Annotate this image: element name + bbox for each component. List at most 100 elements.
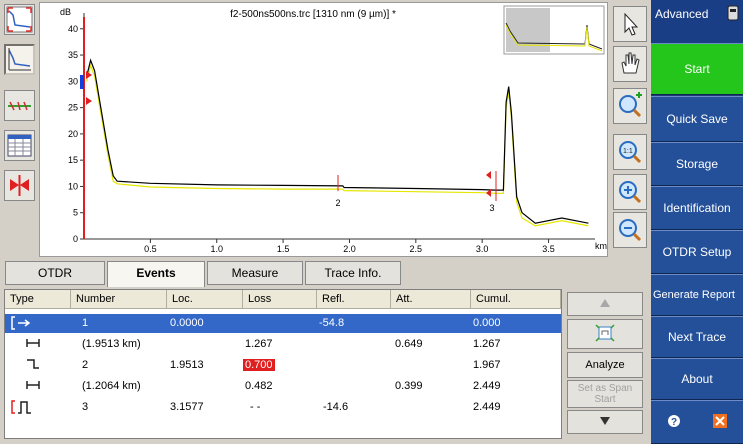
y-unit-label: dB [60, 7, 71, 17]
col-cumul[interactable]: Cumul. [471, 290, 561, 309]
zoom-on-event-button[interactable] [567, 319, 643, 349]
event-cumul: 2.449 [473, 401, 501, 413]
marker-b-arrow[interactable] [86, 97, 92, 105]
event-cumul: 0.000 [473, 317, 501, 329]
y-tick-label: 35 [68, 50, 78, 60]
col-type[interactable]: Type [5, 290, 71, 309]
event-cumul: 2.449 [473, 380, 501, 392]
event-number: 1 [82, 317, 89, 329]
exit-button[interactable] [697, 400, 743, 444]
scroll-up-button[interactable] [567, 292, 643, 316]
event-refl: -54.8 [319, 317, 345, 329]
quick-save-button[interactable]: Quick Save [651, 96, 743, 142]
x-unit-label: km [595, 241, 607, 251]
next-trace-button[interactable]: Next Trace [651, 316, 743, 358]
x-tick-label: 0.5 [144, 244, 157, 254]
trace-graph-icon[interactable] [4, 44, 35, 75]
storage-button[interactable]: Storage [651, 142, 743, 186]
close-icon [713, 413, 727, 431]
event-number: (1.9513 km) [82, 338, 141, 350]
view-tabs: OTDR Events Measure Trace Info. [0, 259, 651, 287]
tab-measure[interactable]: Measure [207, 261, 303, 285]
event-att: 0.649 [395, 338, 423, 350]
table-row[interactable]: 3 3.1577 - - -14.6 2.449 [5, 398, 561, 417]
event-number: 2 [82, 359, 89, 371]
y-tick-label: 40 [68, 24, 78, 34]
trace-line [86, 58, 589, 224]
launch-level-icon [11, 315, 33, 334]
y-tick-label: 15 [68, 155, 78, 165]
x-tick-label: 3.0 [476, 244, 489, 254]
event-att: 0.399 [395, 380, 423, 392]
start-button[interactable]: Start [651, 43, 743, 95]
zoom-event-icon [594, 323, 616, 346]
y-tick-label: 20 [68, 129, 78, 139]
event-loss: - - [250, 401, 261, 413]
event-loss-warning: 0.700 [243, 359, 275, 371]
col-att[interactable]: Att. [391, 290, 471, 309]
otdr-trace-chart[interactable]: dB f2-500ns500ns.trc [1310 nm (9 µm)] * … [39, 2, 608, 257]
x-tick-label: 2.0 [343, 244, 356, 254]
zoom-out-icon[interactable] [613, 212, 647, 248]
y-tick-label: 5 [73, 208, 78, 218]
col-refl[interactable]: Refl. [317, 290, 391, 309]
help-button[interactable]: ? [651, 400, 697, 444]
svg-text:1:1: 1:1 [623, 148, 633, 155]
zoom-fit-icon[interactable] [613, 88, 647, 124]
analyze-button[interactable]: Analyze [567, 352, 643, 378]
zoom-in-icon[interactable] [613, 174, 647, 210]
overview-inset[interactable] [503, 5, 605, 55]
full-view-icon[interactable] [4, 4, 35, 35]
table-view-icon[interactable] [4, 130, 35, 161]
event-loc: 0.0000 [170, 317, 204, 329]
col-loc[interactable]: Loc. [167, 290, 243, 309]
linear-view-icon[interactable] [4, 90, 35, 121]
col-number[interactable]: Number [71, 290, 167, 309]
cursor-handle[interactable] [80, 75, 84, 89]
table-row[interactable]: (1.9513 km) 1.267 0.649 1.267 [5, 335, 561, 354]
event-refl: -14.6 [323, 401, 349, 413]
x-tick-label: 2.5 [410, 244, 423, 254]
zoom-toolbar: 1:1 [609, 0, 651, 257]
event-number: (1.2064 km) [82, 380, 141, 392]
tab-otdr[interactable]: OTDR [5, 261, 105, 285]
event-marker-icon[interactable] [4, 170, 35, 201]
generate-report-button[interactable]: Generate Report [651, 274, 743, 316]
table-row[interactable]: 2 1.9513 0.700 1.967 [5, 356, 561, 375]
event-cumul: 1.967 [473, 359, 501, 371]
marker-a-arrow[interactable] [86, 71, 92, 79]
identification-button[interactable]: Identification [651, 186, 743, 230]
trace-plot[interactable]: dB f2-500ns500ns.trc [1310 nm (9 µm)] * … [40, 3, 607, 256]
zoom-1to1-icon[interactable]: 1:1 [613, 134, 647, 170]
set-span-start-button[interactable]: Set as Span Start [567, 380, 643, 408]
tab-events[interactable]: Events [107, 261, 205, 287]
left-toolbar [0, 0, 38, 257]
svg-text:?: ? [671, 417, 677, 428]
about-button[interactable]: About [651, 358, 743, 400]
scroll-down-button[interactable] [567, 410, 643, 434]
event-loss: 0.482 [245, 380, 273, 392]
event-3-arrow-b [486, 189, 491, 197]
main-menu: Advanced Start Quick Save Storage Identi… [651, 0, 743, 444]
y-tick-label: 10 [68, 181, 78, 191]
x-tick-label: 1.0 [210, 244, 223, 254]
menu-title-label: Advanced [655, 7, 709, 21]
event-cumul: 1.267 [473, 338, 501, 350]
table-row[interactable]: (1.2064 km) 0.482 0.399 2.449 [5, 377, 561, 396]
col-loss[interactable]: Loss [243, 290, 317, 309]
pointer-tool-icon[interactable] [613, 6, 647, 42]
event-loc: 3.1577 [170, 401, 204, 413]
table-row[interactable]: 1 0.0000 -54.8 0.000 [5, 314, 561, 333]
otdr-setup-button[interactable]: OTDR Setup [651, 230, 743, 274]
reflective-end-icon [11, 399, 35, 418]
settings-icon[interactable] [727, 5, 739, 24]
y-tick-label: 30 [68, 76, 78, 86]
span-icon [25, 336, 41, 353]
tab-trace-info[interactable]: Trace Info. [305, 261, 401, 285]
event-2-label: 2 [335, 198, 340, 208]
pan-hand-icon[interactable] [613, 46, 647, 82]
event-loss: 1.267 [245, 338, 273, 350]
y-tick-label: 0 [73, 234, 78, 244]
x-tick-label: 3.5 [542, 244, 555, 254]
triangle-down-icon [599, 416, 611, 429]
